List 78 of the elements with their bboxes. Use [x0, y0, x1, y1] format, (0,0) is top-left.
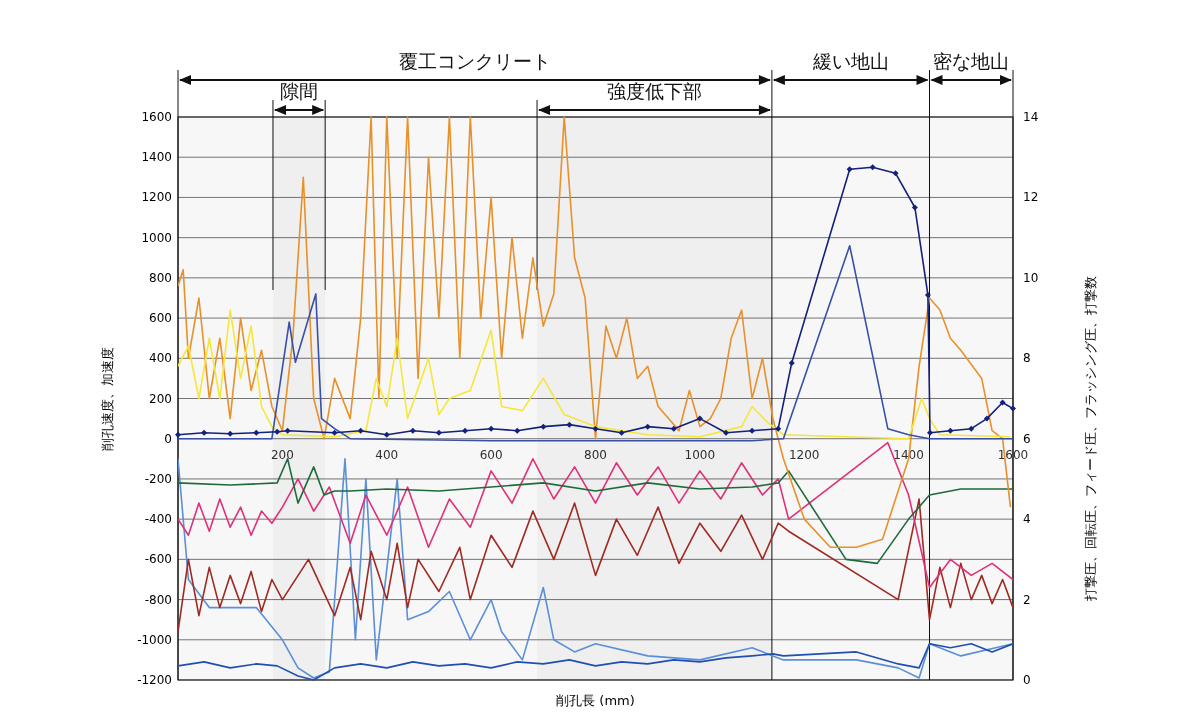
y-tick-label: -1000 — [137, 632, 172, 647]
y-tick-label: -800 — [144, 592, 172, 607]
line-series — [178, 458, 1013, 565]
line-series — [178, 309, 1012, 440]
point — [435, 429, 442, 436]
y2-tick-label: 2 — [1023, 592, 1031, 607]
point — [462, 427, 469, 434]
point — [566, 421, 573, 428]
point — [175, 431, 181, 438]
y-tick-label: -1200 — [137, 673, 172, 687]
band-label: 密な地山 — [933, 50, 1010, 72]
point — [968, 425, 975, 432]
point — [540, 423, 547, 430]
y2-tick-label: 0 — [1023, 673, 1031, 687]
y2-tick-label: 12 — [1023, 190, 1039, 205]
y2-axis-title: 打撃圧、回転圧、フィード圧、フラッシング圧、打撃数 — [1083, 276, 1098, 602]
y-tick-label: 0 — [164, 431, 172, 446]
point — [846, 166, 853, 173]
point — [788, 359, 795, 366]
point — [331, 429, 338, 436]
band-label: 覆工コンクリート — [398, 50, 551, 72]
point — [696, 415, 703, 422]
x-tick-label: 400 — [375, 447, 399, 462]
point — [618, 429, 625, 436]
y2-tick-label: 6 — [1023, 431, 1031, 446]
point — [488, 425, 495, 432]
x-axis-title: 削孔長 (mm) — [556, 693, 635, 708]
band-label: 隙間 — [280, 80, 319, 102]
y2-tick-label: 8 — [1023, 351, 1031, 366]
y2-tick-label: 4 — [1023, 512, 1031, 527]
x-tick-label: 1200 — [788, 447, 820, 462]
x-tick-label: 800 — [584, 447, 607, 462]
point — [227, 430, 234, 437]
point — [201, 429, 208, 436]
point — [357, 427, 364, 434]
y-tick-label: 600 — [149, 311, 172, 326]
point — [911, 204, 918, 211]
y-tick-label: 1400 — [141, 150, 172, 165]
y-axis-title: 削孔速度、加速度 — [100, 346, 115, 451]
point — [592, 425, 599, 432]
point — [253, 429, 260, 436]
y-tick-label: -200 — [144, 471, 172, 486]
point — [749, 427, 756, 434]
y-tick-label: 200 — [149, 391, 172, 406]
band-label: 緩い地山 — [811, 50, 889, 72]
point — [284, 427, 291, 434]
point — [722, 429, 729, 436]
y-tick-label: 1600 — [141, 110, 172, 124]
y-tick-label: 1000 — [141, 230, 172, 245]
point — [999, 399, 1006, 406]
point — [983, 415, 990, 422]
y2-tick-label: 10 — [1023, 270, 1039, 285]
point — [409, 427, 416, 434]
x-tick-label: 200 — [270, 447, 294, 462]
point — [892, 170, 899, 177]
point — [869, 164, 876, 171]
point — [775, 425, 782, 432]
point — [383, 431, 390, 438]
y-tick-label: -600 — [144, 552, 172, 567]
y2-tick-label: 14 — [1023, 110, 1039, 124]
line-series — [178, 498, 1013, 633]
point — [644, 423, 651, 430]
y-tick-label: -400 — [144, 512, 172, 527]
x-tick-label: 1000 — [684, 447, 716, 462]
band-label: 強度低下部 — [606, 80, 702, 102]
point — [947, 427, 954, 434]
point — [924, 291, 931, 298]
line-series — [178, 458, 1013, 679]
point — [1010, 405, 1016, 412]
y-tick-label: 800 — [149, 270, 172, 285]
point — [274, 428, 281, 435]
point — [514, 427, 521, 434]
y-tick-label: 1200 — [141, 190, 172, 205]
point — [927, 429, 934, 436]
x-tick-label: 600 — [479, 447, 503, 462]
line-series — [178, 643, 1013, 681]
y-tick-label: 400 — [149, 351, 172, 366]
point — [670, 425, 677, 432]
